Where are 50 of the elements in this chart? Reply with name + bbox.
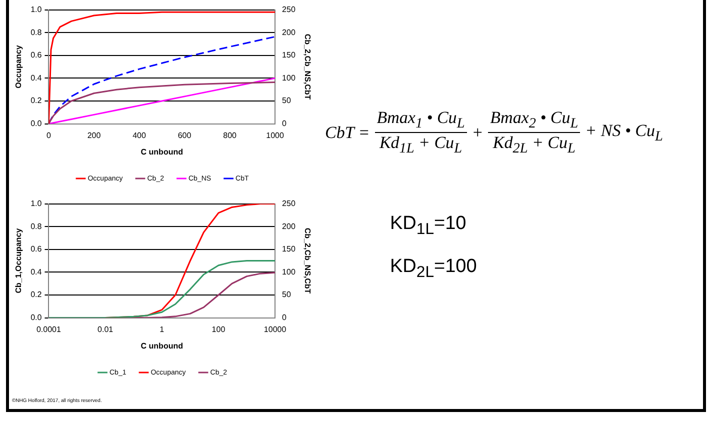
y-tick-label: 0.2 [30, 96, 42, 106]
y-tick-label: 0.0 [30, 119, 42, 128]
x-tick-label: 1 [160, 324, 165, 334]
y-axis-title: Occupancy [14, 44, 24, 88]
y2-tick-label: 150 [282, 50, 296, 60]
x-tick-label: 10000 [264, 324, 287, 334]
x-axis-title: C unbound [140, 147, 184, 156]
x-tick-label: 200 [87, 130, 102, 140]
x-tick-label: 100 [212, 324, 226, 334]
y-tick-label: 0.6 [30, 244, 42, 254]
y2-tick-label: 200 [282, 222, 296, 231]
text: Bmax$_{1}$ • Cu$_{L}$ [374, 108, 467, 134]
x-tick-label: 0.01 [98, 324, 114, 334]
y2-tick-label: 200 [282, 28, 296, 37]
text: + NS • Cu$_{L}$ [585, 120, 663, 146]
y-tick-label: 0.6 [30, 50, 42, 60]
y2-tick-label: 50 [282, 96, 292, 106]
x-tick-label: 0 [46, 130, 52, 140]
y-tick-label: 0.2 [30, 290, 42, 300]
y2-tick-label: 250 [282, 199, 296, 208]
y2-tick-label: 100 [282, 73, 296, 82]
x-tick-label: 1000 [266, 130, 284, 140]
y-tick-label: 0.0 [30, 313, 42, 322]
text: Bmax$_{2}$ • Cu$_{L}$ [488, 108, 580, 134]
y2-tick-label: 50 [282, 290, 292, 300]
text: KD$_{2L}$=100 [390, 256, 477, 282]
x-tick-label: 400 [132, 130, 146, 140]
y-tick-label: 0.4 [30, 267, 42, 276]
y-tick-label: 1.0 [30, 5, 42, 14]
y-tick-label: 0.8 [30, 28, 42, 37]
y2-tick-label: 0 [282, 313, 288, 322]
y-tick-label: 0.8 [30, 222, 42, 231]
text: KD$_{1L}$=10 [390, 213, 466, 239]
x-axis-title: C unbound [140, 341, 184, 350]
y-tick-label: 1.0 [30, 199, 42, 208]
x-tick-label: 0.0001 [36, 324, 62, 334]
y2-tick-label: 150 [282, 244, 296, 254]
text: Kd$_{1L}$ + Cu$_{L}$ [378, 133, 463, 158]
y2-tick-label: 250 [282, 5, 296, 14]
text: + [472, 122, 484, 143]
text: CbT = [325, 122, 370, 143]
y2-axis-title: Cb_2,Cb_NS,CbT [302, 228, 312, 294]
y-tick-label: 0.4 [30, 73, 42, 82]
y2-tick-label: 0 [282, 119, 288, 128]
x-tick-label: 800 [223, 130, 238, 140]
y-axis-title: Cb_1,Occupancy [14, 228, 24, 294]
x-tick-label: 600 [178, 130, 192, 140]
text: Kd$_{2L}$ + Cu$_{L}$ [492, 133, 576, 158]
y2-tick-label: 100 [282, 267, 296, 276]
y2-axis-title: Cb_2,Cb_NS,CbT [302, 34, 312, 100]
